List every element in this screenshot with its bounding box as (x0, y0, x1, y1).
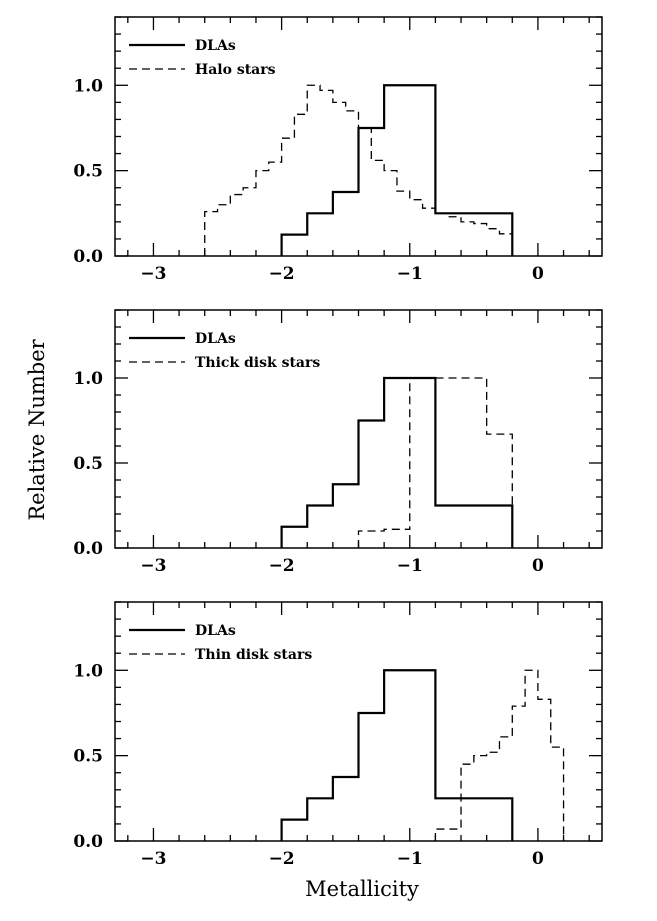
series-dlas-step (280, 84, 514, 256)
legend-label: DLAs (195, 623, 236, 639)
series-halo-stars-step (204, 84, 513, 256)
x-tick-label: −1 (397, 849, 423, 869)
x-axis-title: Metallicity (305, 877, 419, 901)
y-tick-label: 0.5 (73, 454, 103, 474)
panel-2: −3 −2 −1 0 0.0 0.5 1.0 DLAs Thick disk stars (73, 309, 603, 576)
legend-label: Thick disk stars (195, 355, 320, 371)
series-dlas-step (280, 669, 514, 841)
y-tick-label: 1.0 (73, 76, 103, 96)
x-tick-label: −3 (140, 556, 166, 576)
x-tick-label: −2 (269, 264, 295, 284)
y-axis-title: Relative Number (25, 338, 49, 520)
legend-label: Halo stars (195, 62, 276, 78)
panels: −3 −2 −1 0 0.0 0.5 1.0 DLAs Halo stars −3 −2 −1 0 0.0… (73, 16, 603, 869)
y-tick-label: 1.0 (73, 369, 103, 389)
y-tick-label: 0.5 (73, 747, 103, 767)
x-tick-label: −3 (140, 264, 166, 284)
panel-3: −3 −2 −1 0 0.0 0.5 1.0 DLAs Thin disk stars (73, 601, 603, 869)
legend-label: Thin disk stars (195, 647, 312, 663)
x-tick-label: 0 (532, 556, 544, 576)
y-tick-label: 0.0 (73, 539, 103, 559)
x-tick-label: −2 (269, 556, 295, 576)
x-tick-label: 0 (532, 849, 544, 869)
y-tick-label: 0.5 (73, 162, 103, 182)
series-thick-disk-stars-step (357, 377, 513, 548)
panel-1: −3 −2 −1 0 0.0 0.5 1.0 DLAs Halo stars (73, 16, 603, 284)
x-tick-label: 0 (532, 264, 544, 284)
x-tick-label: −2 (269, 849, 295, 869)
x-tick-label: −1 (397, 264, 423, 284)
series-dlas-step (280, 376, 514, 548)
x-tick-label: −1 (397, 556, 423, 576)
legend-label: DLAs (195, 331, 236, 347)
y-tick-label: 1.0 (73, 661, 103, 681)
legend-label: DLAs (195, 38, 236, 54)
x-tick-label: −3 (140, 849, 166, 869)
y-tick-label: 0.0 (73, 832, 103, 852)
series-thin-disk-stars-step (434, 669, 565, 841)
y-tick-label: 0.0 (73, 247, 103, 267)
